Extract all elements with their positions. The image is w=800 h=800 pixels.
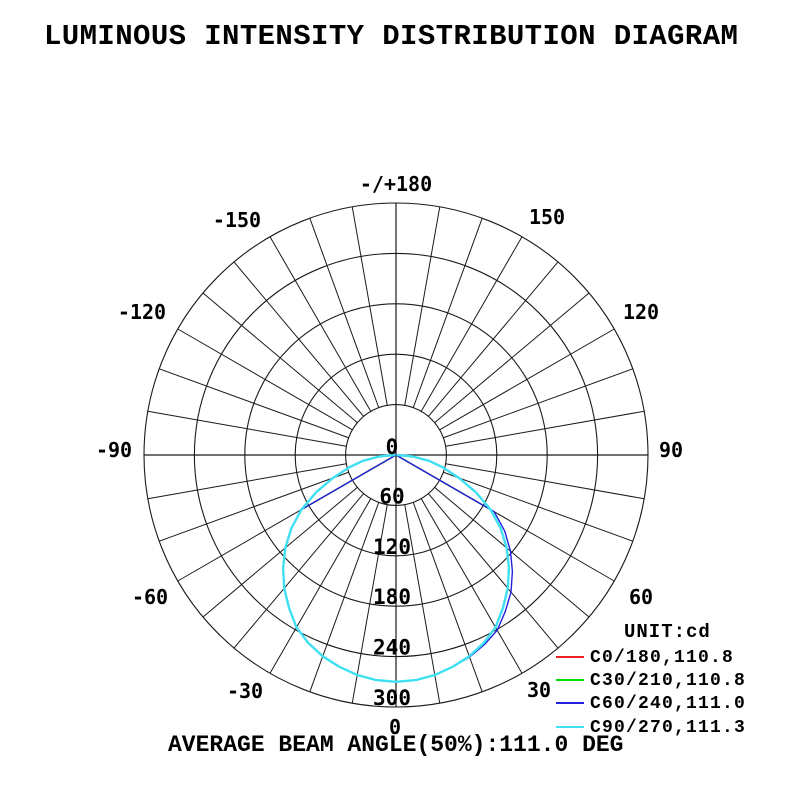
grid-spoke-30: [420, 498, 523, 674]
angle-label-30: 30: [527, 678, 551, 702]
angle-label-0: 0: [389, 715, 401, 739]
grid-spoke-150: [420, 236, 523, 412]
grid-spoke-280: [147, 463, 347, 500]
grid-spoke-20: [412, 502, 483, 692]
legend-swatch-c0-180: [556, 656, 584, 658]
angle-label--120: -120: [118, 300, 166, 324]
legend-label-c0-180: C0/180,110.8: [590, 648, 735, 668]
grid-spoke-210: [269, 236, 372, 412]
legend-swatch-c60-240: [556, 702, 584, 704]
grid-spoke-160: [412, 218, 483, 408]
angle-label--60: -60: [132, 585, 168, 609]
legend-swatch-c30-210: [556, 679, 584, 681]
radial-label-60: 60: [379, 484, 404, 508]
angle-label-120: 120: [623, 300, 659, 324]
grid-spoke-290: [159, 471, 349, 542]
grid-spoke-310: [202, 487, 358, 618]
grid-spoke-140: [428, 261, 559, 417]
radial-label-240: 240: [373, 636, 411, 660]
grid-spoke-130: [434, 292, 590, 423]
grid-spoke-200: [309, 218, 380, 408]
intensity-curve-C90-270: [281, 453, 511, 683]
angle-label-90: 90: [659, 438, 683, 462]
grid-spoke-350: [351, 504, 388, 704]
grid-spoke-330: [269, 498, 372, 674]
grid-spoke-340: [309, 502, 380, 692]
average-beam-angle-caption: AVERAGE BEAM ANGLE(50%):111.0 DEG: [168, 732, 624, 758]
angle-label--30: -30: [227, 679, 263, 703]
grid-spoke-40: [428, 493, 559, 649]
grid-spoke-120: [439, 328, 615, 431]
angle-label--90: -90: [96, 438, 132, 462]
grid-spoke-170: [404, 206, 441, 406]
radial-label-300: 300: [373, 686, 411, 710]
grid-spoke-230: [202, 292, 358, 423]
legend-swatch-c90-270: [556, 726, 584, 728]
grid-spoke-190: [351, 206, 388, 406]
grid-spoke-10: [404, 504, 441, 704]
legend-label-c90-270: C90/270,111.3: [590, 718, 747, 738]
grid-spoke-260: [147, 410, 347, 447]
page-title: LUMINOUS INTENSITY DISTRIBUTION DIAGRAM: [44, 20, 739, 53]
radial-label-0: 0: [386, 435, 399, 459]
grid-spoke-100: [445, 410, 645, 447]
grid-spoke-250: [159, 368, 349, 439]
grid-spoke-320: [233, 493, 364, 649]
angle-label-60: 60: [629, 585, 653, 609]
grid-spoke-70: [443, 471, 633, 542]
angle-label-150: 150: [529, 205, 565, 229]
grid-spoke-80: [445, 463, 645, 500]
legend-unit-label: UNIT:cd: [624, 621, 711, 643]
radial-label-120: 120: [373, 535, 411, 559]
angle-label--150: -150: [213, 208, 261, 232]
angle-label--/+180: -/+180: [360, 172, 432, 196]
legend-label-c30-210: C30/210,110.8: [590, 671, 747, 691]
grid-spoke-220: [233, 261, 364, 417]
radial-label-180: 180: [373, 585, 411, 609]
legend-label-c60-240: C60/240,111.0: [590, 694, 747, 714]
grid-spoke-110: [443, 368, 633, 439]
grid-spoke-240: [177, 328, 353, 431]
grid-spoke-50: [434, 487, 590, 618]
